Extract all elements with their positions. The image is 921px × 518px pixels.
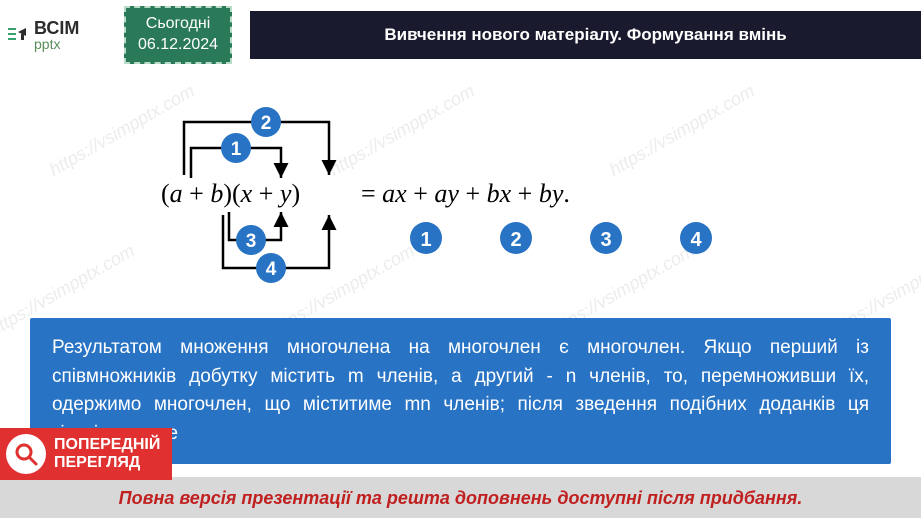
preview-line2: ПЕРЕГЛЯД xyxy=(54,454,160,472)
formula-top-label-1: 1 xyxy=(230,139,241,160)
main-content: 1 2 3 4 (a + b)(x + y) = ax + ay + bx + … xyxy=(0,70,921,474)
preview-line1: ПОПЕРЕДНІЙ xyxy=(54,436,160,454)
logo-icon xyxy=(8,26,30,44)
rhs-label-3: 3 xyxy=(600,229,611,251)
formula-svg: 1 2 3 4 (a + b)(x + y) = ax + ay + bx + … xyxy=(151,100,771,290)
formula-bottom-label-3: 3 xyxy=(245,231,256,252)
rhs-label-2: 2 xyxy=(510,229,521,251)
date-badge: Сьогодні 06.12.2024 xyxy=(124,6,232,64)
logo: ВСІМ pptx xyxy=(0,19,120,51)
formula-diagram: 1 2 3 4 (a + b)(x + y) = ax + ay + bx + … xyxy=(30,90,891,310)
header: ВСІМ pptx Сьогодні 06.12.2024 Вивчення н… xyxy=(0,0,921,70)
date-value: 06.12.2024 xyxy=(138,35,218,56)
footer-overlay: ПОПЕРЕДНІЙ ПЕРЕГЛЯД Повна версія презент… xyxy=(0,477,921,518)
logo-sub-text: pptx xyxy=(34,37,79,51)
rhs-label-4: 4 xyxy=(690,229,702,251)
formula-bottom-label-4: 4 xyxy=(265,259,276,280)
formula-top-label-2: 2 xyxy=(260,113,271,134)
footer-notice: Повна версія презентації та решта доповн… xyxy=(0,477,921,518)
formula-lhs: (a + b)(x + y) xyxy=(161,179,300,208)
slide-title: Вивчення нового матеріалу. Формування вм… xyxy=(250,11,921,59)
preview-badge: ПОПЕРЕДНІЙ ПЕРЕГЛЯД xyxy=(0,428,172,480)
logo-main-text: ВСІМ xyxy=(34,19,79,37)
magnifier-icon xyxy=(6,434,46,474)
formula-rhs: = ax + ay + bx + by. xyxy=(361,179,570,208)
date-label: Сьогодні xyxy=(138,14,218,35)
rhs-label-1: 1 xyxy=(420,229,431,251)
